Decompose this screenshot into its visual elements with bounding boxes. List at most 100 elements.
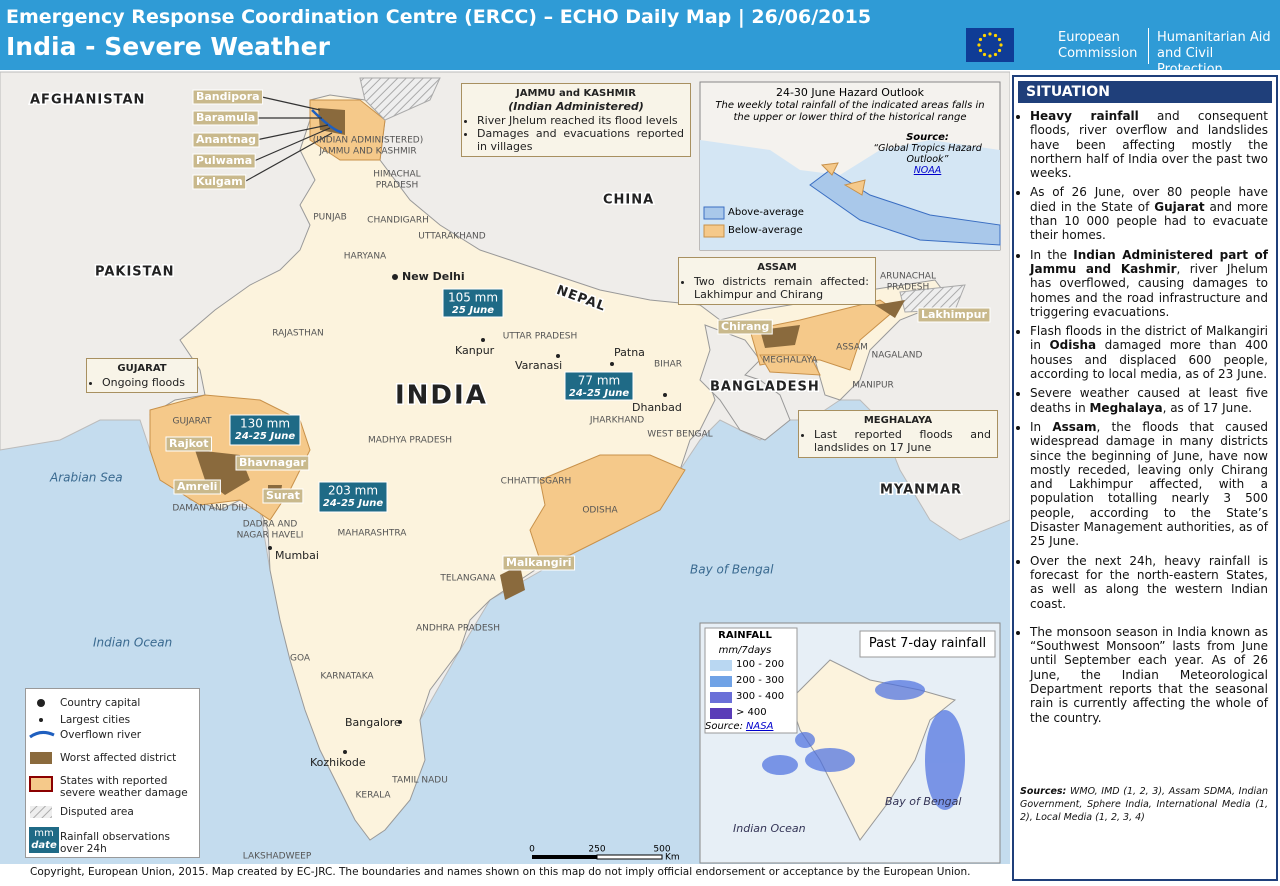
callout-item: Ongoing floods bbox=[102, 376, 191, 389]
country-label: BANGLADESH bbox=[710, 380, 820, 395]
state-label: KARNATAKA bbox=[320, 672, 374, 682]
bullet-text: , the floods that caused widespread dama… bbox=[1030, 419, 1268, 549]
star bbox=[982, 52, 987, 57]
star bbox=[978, 48, 983, 53]
situation-list: Heavy rainfall and consequent floods, ri… bbox=[1020, 109, 1268, 725]
sources: Sources: WMO, IMD (1, 2, 3), Assam SDMA,… bbox=[1020, 785, 1268, 824]
rainfall-inset-title: Past 7-day rainfall bbox=[868, 636, 987, 651]
country-label: AFGHANISTAN bbox=[30, 93, 145, 108]
state-label: UTTARAKHAND bbox=[418, 232, 485, 242]
situation-heading: SITUATION bbox=[1018, 81, 1272, 103]
district-name: Malkangiri bbox=[506, 556, 572, 569]
rainfall-source-link[interactable]: NASA bbox=[745, 721, 774, 732]
rainfall-class: 100 - 200 bbox=[736, 659, 785, 670]
district-tag-box bbox=[192, 153, 256, 169]
legend-disputed bbox=[30, 806, 52, 818]
state-label: HIMACHAL bbox=[373, 170, 420, 180]
hazard-link[interactable]: NOAA bbox=[913, 165, 942, 176]
district-tag: Amreli bbox=[173, 479, 221, 495]
district-tag-box bbox=[717, 319, 773, 335]
state-label: PUNJAB bbox=[313, 213, 347, 223]
state-label: PRADESH bbox=[376, 181, 419, 191]
rainfall-box bbox=[318, 481, 388, 513]
legend-rain-symbol: mm date bbox=[29, 828, 59, 852]
callout-item: Damages and evacuations reported in vill… bbox=[477, 127, 684, 153]
rainfall-class: > 400 bbox=[736, 707, 767, 718]
bullet-text: Severe weather caused at least five deat… bbox=[1030, 386, 1268, 415]
city-label: Kozhikode bbox=[310, 756, 366, 769]
district-name: Amreli bbox=[177, 480, 217, 493]
rainfall-date: 24-25 June bbox=[323, 498, 383, 509]
star bbox=[978, 37, 983, 42]
legend-symbols bbox=[29, 699, 59, 853]
situation-bullet: Severe weather caused at least five deat… bbox=[1030, 386, 1268, 415]
rainfall-box bbox=[229, 414, 301, 446]
eu-flag bbox=[966, 28, 1014, 62]
country-label: PAKISTAN bbox=[95, 265, 174, 280]
state-label: WEST BENGAL bbox=[647, 430, 712, 440]
district-tag: Lakhimpur bbox=[917, 307, 991, 323]
hazard-inset bbox=[699, 81, 1001, 251]
country-label: CHINA bbox=[603, 193, 654, 208]
callout-list: Last reported floods and landslides on 1… bbox=[805, 428, 991, 454]
callout-title: MEGHALAYA bbox=[863, 415, 933, 426]
district-tag: Surat bbox=[262, 488, 304, 504]
scale-tick: 500 bbox=[653, 845, 670, 855]
district-tag: Bandipora bbox=[192, 89, 264, 105]
logo-dg: Humanitarian Aid and Civil Protection bbox=[1157, 30, 1280, 78]
state-label: TELANGANA bbox=[439, 574, 496, 584]
situation-bullet: In Assam, the floods that caused widespr… bbox=[1030, 420, 1268, 549]
star bbox=[997, 48, 1002, 53]
state-label: RAJASTHAN bbox=[272, 329, 324, 339]
leader-lines bbox=[243, 96, 333, 183]
rainfall-source-label: Source: bbox=[705, 721, 743, 732]
state-label: CHANDIGARH bbox=[367, 216, 429, 226]
state-label: TAMIL NADU bbox=[391, 776, 448, 786]
legend-item: Country capital bbox=[60, 697, 141, 709]
bullet-text: and more than 10 000 people had to evacu… bbox=[1030, 199, 1268, 243]
state-label: JAMMU AND KASHMIR bbox=[318, 147, 416, 157]
callout-title: ASSAM bbox=[757, 262, 797, 273]
state-label: ASSAM bbox=[836, 343, 868, 353]
state-label: BIHAR bbox=[654, 360, 682, 370]
hazard-legend-item: Above-average bbox=[728, 207, 804, 218]
title: Emergency Response Coordination Centre (… bbox=[6, 6, 872, 28]
bullet-bold: Assam bbox=[1052, 419, 1097, 434]
logo-line: European bbox=[1058, 30, 1120, 45]
star bbox=[997, 37, 1002, 42]
rainfall-amount: 130 mm bbox=[240, 417, 290, 431]
situation-bullet: Heavy rainfall and consequent floods, ri… bbox=[1030, 109, 1268, 180]
sea-label: Bay of Bengal bbox=[690, 563, 774, 577]
callout-title: JAMMU and KASHMIR bbox=[516, 88, 636, 99]
legend-rain-amount: mm bbox=[34, 828, 54, 839]
state-label: HARYANA bbox=[344, 252, 387, 262]
state-label: DADRA AND bbox=[243, 520, 298, 530]
legend-item: Rainfall observations over 24h bbox=[60, 831, 170, 855]
situation-bullet: Over the next 24h, heavy rainfall is for… bbox=[1030, 554, 1268, 611]
callout-subtitle: (Indian Administered) bbox=[508, 100, 644, 113]
situation-bullet: The monsoon season in India known as “So… bbox=[1030, 625, 1268, 725]
state-label: MAHARASHTRA bbox=[338, 529, 408, 539]
legend-rain bbox=[29, 827, 59, 853]
city-label: Mumbai bbox=[275, 549, 319, 562]
district-name: Surat bbox=[266, 489, 300, 502]
bullet-text: Over the next 24h, heavy rainfall is for… bbox=[1030, 553, 1268, 611]
scale-tick: 250 bbox=[588, 845, 605, 855]
district-name: Pulwama bbox=[196, 154, 252, 167]
scale-bar bbox=[532, 854, 663, 860]
legend-item: States with reported severe weather dama… bbox=[60, 775, 188, 799]
overflown-river bbox=[311, 109, 343, 134]
bullet-text: In bbox=[1030, 419, 1053, 434]
district-tag-box bbox=[192, 89, 264, 105]
situation-bullet: As of 26 June, over 80 people have died … bbox=[1030, 185, 1268, 242]
city-label: Kanpur bbox=[455, 344, 495, 357]
district-name: Kulgam bbox=[196, 175, 243, 188]
situation-bullet: In the Indian Administered part of Jammu… bbox=[1030, 248, 1268, 319]
legend-district bbox=[30, 752, 52, 764]
bullet-bold: Meghalaya bbox=[1089, 400, 1163, 415]
star bbox=[993, 33, 998, 38]
bullet-bold: Odisha bbox=[1049, 338, 1097, 353]
bullet-text: damaged more than 400 houses and displac… bbox=[1030, 338, 1268, 382]
legend-rain-date: date bbox=[31, 840, 57, 851]
subtitle: India - Severe Weather bbox=[6, 32, 330, 61]
